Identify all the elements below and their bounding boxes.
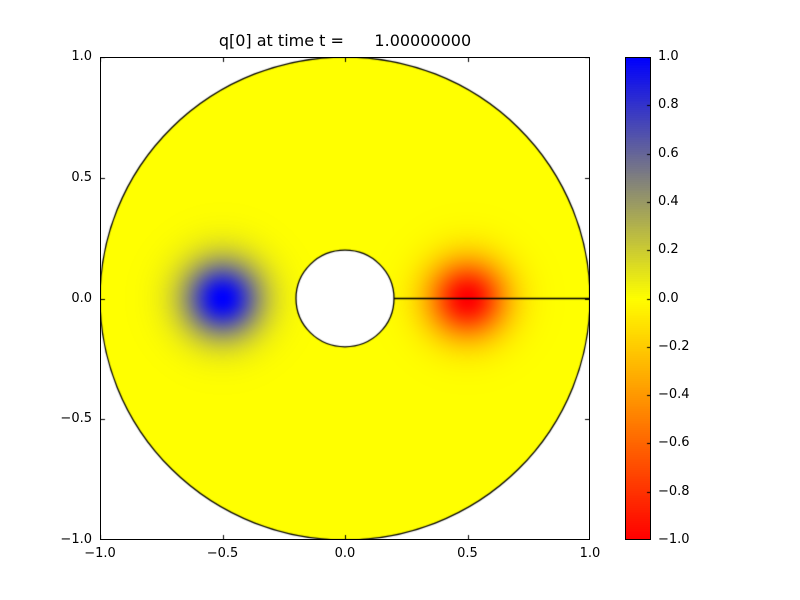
y-tick-label: 0.5: [71, 169, 92, 185]
colorbar-tick-label: 1.0: [658, 49, 679, 64]
colorbar-tick-label: 0.4: [658, 193, 679, 209]
colorbar-tick-label: −0.6: [658, 435, 690, 451]
colorbar-tick-label: −1.0: [658, 532, 690, 547]
y-tick-label: 1.0: [71, 49, 92, 64]
annulus-heatmap: [100, 57, 590, 540]
plot-title: q[0] at time t = 1.00000000: [218, 31, 472, 50]
colorbar-tick-label: 0.8: [658, 97, 679, 113]
y-tick-label: 0.0: [71, 290, 92, 306]
x-tick-label: 0.5: [457, 546, 478, 561]
colorbar-tick-label: −0.4: [658, 387, 690, 403]
y-tick-label: −0.5: [60, 411, 92, 427]
x-tick-label: 0.0: [334, 546, 356, 561]
x-tick-label: 1.0: [579, 546, 601, 561]
x-tick-label: −1.0: [84, 546, 116, 561]
colorbar-tick-label: 0.6: [658, 145, 679, 161]
colorbar-tick-label: 0.0: [658, 290, 679, 306]
colorbar-tick-label: −0.8: [658, 483, 690, 499]
y-tick-label: −1.0: [60, 532, 92, 547]
colorbar-tick-label: 0.2: [658, 242, 679, 258]
x-tick-label: −0.5: [206, 546, 239, 561]
colorbar-tick-label: −0.2: [658, 338, 690, 354]
colorbar-gradient: [625, 57, 651, 540]
